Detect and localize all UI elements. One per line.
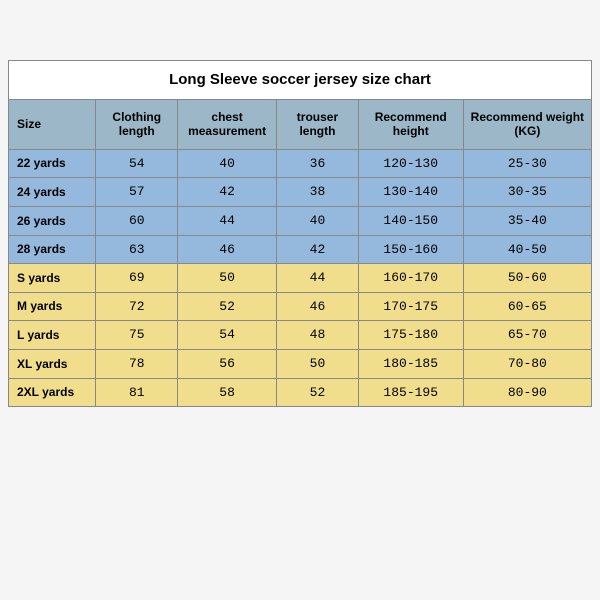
value-cell: 78 bbox=[96, 349, 178, 378]
header-row: SizeClothing lengthchest measurementtrou… bbox=[9, 100, 592, 150]
table-body: 22 yards544036120-13025-3024 yards574238… bbox=[9, 149, 592, 406]
value-cell: 175-180 bbox=[358, 321, 463, 350]
value-cell: 65-70 bbox=[463, 321, 591, 350]
size-cell: L yards bbox=[9, 321, 96, 350]
table-row: 26 yards604440140-15035-40 bbox=[9, 206, 592, 235]
value-cell: 46 bbox=[277, 292, 359, 321]
column-header: trouser length bbox=[277, 100, 359, 150]
value-cell: 130-140 bbox=[358, 178, 463, 207]
value-cell: 42 bbox=[277, 235, 359, 264]
value-cell: 80-90 bbox=[463, 378, 591, 407]
size-cell: M yards bbox=[9, 292, 96, 321]
value-cell: 40 bbox=[277, 206, 359, 235]
table-row: 2XL yards815852185-19580-90 bbox=[9, 378, 592, 407]
value-cell: 60-65 bbox=[463, 292, 591, 321]
value-cell: 40-50 bbox=[463, 235, 591, 264]
value-cell: 40 bbox=[178, 149, 277, 178]
size-cell: XL yards bbox=[9, 349, 96, 378]
table-row: M yards725246170-17560-65 bbox=[9, 292, 592, 321]
value-cell: 50-60 bbox=[463, 264, 591, 293]
value-cell: 170-175 bbox=[358, 292, 463, 321]
size-cell: 28 yards bbox=[9, 235, 96, 264]
value-cell: 30-35 bbox=[463, 178, 591, 207]
value-cell: 42 bbox=[178, 178, 277, 207]
chart-title: Long Sleeve soccer jersey size chart bbox=[9, 61, 592, 100]
value-cell: 60 bbox=[96, 206, 178, 235]
value-cell: 63 bbox=[96, 235, 178, 264]
value-cell: 58 bbox=[178, 378, 277, 407]
value-cell: 56 bbox=[178, 349, 277, 378]
value-cell: 35-40 bbox=[463, 206, 591, 235]
value-cell: 54 bbox=[178, 321, 277, 350]
table-row: XL yards785650180-18570-80 bbox=[9, 349, 592, 378]
size-cell: 2XL yards bbox=[9, 378, 96, 407]
size-chart-table: Long Sleeve soccer jersey size chart Siz… bbox=[8, 60, 592, 407]
value-cell: 44 bbox=[178, 206, 277, 235]
table-row: S yards695044160-17050-60 bbox=[9, 264, 592, 293]
size-cell: 22 yards bbox=[9, 149, 96, 178]
size-cell: 26 yards bbox=[9, 206, 96, 235]
value-cell: 81 bbox=[96, 378, 178, 407]
value-cell: 25-30 bbox=[463, 149, 591, 178]
table-row: 24 yards574238130-14030-35 bbox=[9, 178, 592, 207]
value-cell: 180-185 bbox=[358, 349, 463, 378]
value-cell: 69 bbox=[96, 264, 178, 293]
value-cell: 120-130 bbox=[358, 149, 463, 178]
value-cell: 140-150 bbox=[358, 206, 463, 235]
size-cell: 24 yards bbox=[9, 178, 96, 207]
value-cell: 48 bbox=[277, 321, 359, 350]
value-cell: 75 bbox=[96, 321, 178, 350]
value-cell: 50 bbox=[178, 264, 277, 293]
column-header: chest measurement bbox=[178, 100, 277, 150]
value-cell: 52 bbox=[178, 292, 277, 321]
column-header: Recommend weight (KG) bbox=[463, 100, 591, 150]
value-cell: 36 bbox=[277, 149, 359, 178]
value-cell: 54 bbox=[96, 149, 178, 178]
value-cell: 46 bbox=[178, 235, 277, 264]
value-cell: 72 bbox=[96, 292, 178, 321]
column-header: Size bbox=[9, 100, 96, 150]
table-row: 22 yards544036120-13025-30 bbox=[9, 149, 592, 178]
value-cell: 70-80 bbox=[463, 349, 591, 378]
value-cell: 50 bbox=[277, 349, 359, 378]
column-header: Recommend height bbox=[358, 100, 463, 150]
column-header: Clothing length bbox=[96, 100, 178, 150]
value-cell: 38 bbox=[277, 178, 359, 207]
value-cell: 185-195 bbox=[358, 378, 463, 407]
size-cell: S yards bbox=[9, 264, 96, 293]
value-cell: 57 bbox=[96, 178, 178, 207]
table-row: 28 yards634642150-16040-50 bbox=[9, 235, 592, 264]
value-cell: 150-160 bbox=[358, 235, 463, 264]
table-row: L yards755448175-18065-70 bbox=[9, 321, 592, 350]
value-cell: 44 bbox=[277, 264, 359, 293]
value-cell: 160-170 bbox=[358, 264, 463, 293]
value-cell: 52 bbox=[277, 378, 359, 407]
